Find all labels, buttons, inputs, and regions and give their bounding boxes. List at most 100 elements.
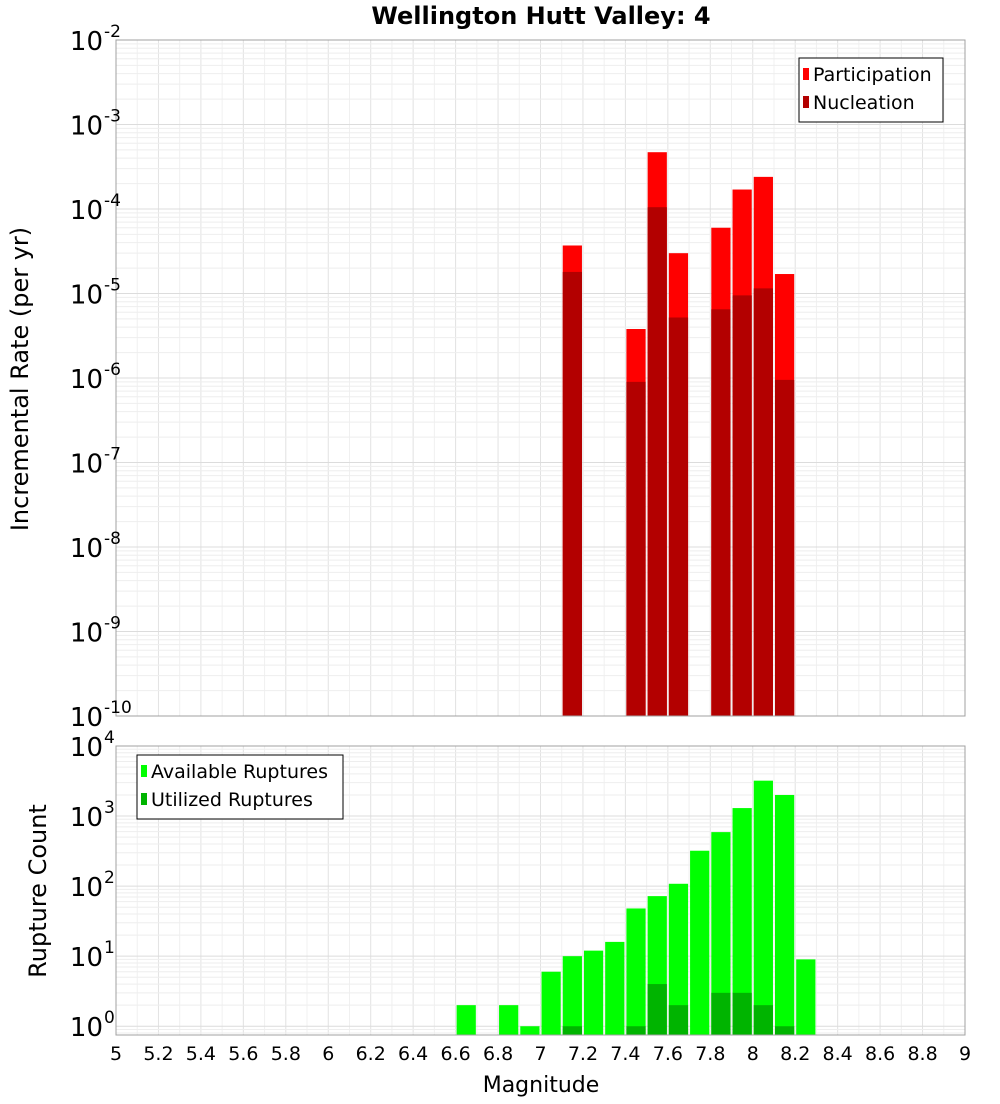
legend: Participation Nucleation: [798, 57, 944, 123]
y-tick-exponent: -10: [104, 698, 132, 718]
bar-available-ruptures: [690, 850, 710, 1035]
legend-swatch: [803, 68, 809, 80]
bar-utilized-ruptures: [626, 1026, 646, 1035]
bar-available-ruptures: [774, 794, 795, 1035]
x-tick-label: 6: [322, 1043, 334, 1065]
y-tick-exponent: -8: [104, 529, 121, 549]
bar-nucleation: [732, 295, 752, 716]
bar-available-ruptures: [499, 1005, 519, 1035]
y-tick-label: 10: [70, 27, 103, 57]
top-panel-y-axis-label: Incremental Rate (per yr): [6, 227, 34, 531]
bar-utilized-ruptures: [753, 1005, 773, 1035]
y-tick-exponent: 2: [104, 868, 115, 888]
y-tick-label: 10: [70, 534, 103, 564]
y-tick-label: 10: [70, 112, 103, 142]
bar-utilized-ruptures: [668, 1005, 689, 1035]
y-tick-label: 10: [70, 703, 103, 733]
bottom-panel-y-axis-label: Rupture Count: [24, 804, 52, 978]
bar-available-ruptures: [626, 908, 646, 1035]
bar-nucleation: [647, 207, 667, 716]
y-tick-exponent: 1: [104, 938, 115, 958]
bar-available-ruptures: [605, 941, 625, 1035]
bar-utilized-ruptures: [774, 1026, 795, 1035]
chart-title: Wellington Hutt Valley: 4: [371, 2, 710, 30]
x-tick-label: 7: [534, 1043, 546, 1065]
x-tick-label: 8.6: [865, 1043, 895, 1065]
x-tick-label: 7.6: [653, 1043, 683, 1065]
y-tick-label: 10: [70, 1013, 103, 1043]
x-tick-label: 9: [959, 1043, 971, 1065]
bar-utilized-ruptures: [647, 984, 667, 1035]
y-tick-label: 10: [70, 365, 103, 395]
bar-available-ruptures: [541, 971, 561, 1035]
x-tick-label: 8: [747, 1043, 759, 1065]
bar-utilized-ruptures: [711, 992, 731, 1035]
legend-swatch: [141, 793, 147, 805]
y-tick-exponent: -9: [104, 614, 121, 634]
x-tick-label: 5.8: [271, 1043, 301, 1065]
x-tick-label: 6.4: [398, 1043, 428, 1065]
bar-nucleation: [626, 381, 646, 716]
x-tick-label: 5: [110, 1043, 122, 1065]
legend-box: [136, 754, 344, 820]
y-tick-exponent: -4: [104, 191, 121, 211]
x-tick-label: 7.2: [568, 1043, 598, 1065]
bar-available-ruptures: [562, 956, 582, 1035]
bar-nucleation: [753, 288, 773, 716]
x-axis-label: Magnitude: [483, 1073, 600, 1098]
x-tick-label: 6.8: [483, 1043, 513, 1065]
bar-nucleation: [668, 317, 689, 716]
legend-label: Utilized Ruptures: [151, 789, 313, 811]
y-tick-exponent: 0: [104, 1008, 115, 1028]
plot-frame: [115, 39, 966, 717]
legend-label: Available Ruptures: [151, 761, 328, 783]
plot-frame: [115, 745, 966, 1036]
x-tick-label: 8.2: [780, 1043, 810, 1065]
y-tick-exponent: -7: [104, 445, 121, 465]
y-tick-label: 10: [70, 281, 103, 311]
y-tick-label: 10: [70, 733, 103, 763]
y-tick-label: 10: [70, 803, 103, 833]
bar-nucleation: [774, 379, 795, 716]
y-tick-label: 10: [70, 196, 103, 226]
x-tick-label: 6.6: [440, 1043, 470, 1065]
bar-available-ruptures: [583, 950, 604, 1035]
y-tick-exponent: -5: [104, 276, 121, 296]
y-tick-label: 10: [70, 943, 103, 973]
y-tick-exponent: 3: [104, 798, 115, 818]
bar-available-ruptures: [732, 808, 752, 1035]
x-axis-ticks: 5 5.2 5.4 5.6 5.8 6 6.2 6.4 6.6 6.8 7 7.2 7.4 7.6 7.8 8…: [110, 1043, 971, 1065]
legend: Available Ruptures Utilized Ruptures: [136, 754, 344, 820]
bar-utilized-ruptures: [732, 992, 752, 1035]
y-tick-label: 10: [70, 450, 103, 480]
bar-available-ruptures: [711, 832, 731, 1035]
bar-available-ruptures: [456, 1005, 476, 1035]
bar-available-ruptures: [520, 1026, 540, 1035]
x-tick-label: 5.2: [143, 1043, 173, 1065]
x-tick-label: 7.4: [610, 1043, 640, 1065]
y-tick-label: 10: [70, 619, 103, 649]
x-tick-label: 7.8: [695, 1043, 725, 1065]
legend-label: Nucleation: [813, 92, 915, 114]
bar-available-ruptures: [668, 883, 689, 1035]
bar-nucleation: [711, 309, 731, 716]
bar-utilized-ruptures: [562, 1026, 582, 1035]
x-tick-label: 8.4: [823, 1043, 853, 1065]
bar-nucleation: [562, 271, 582, 716]
x-tick-label: 8.8: [907, 1043, 937, 1065]
y-tick-exponent: -3: [104, 107, 121, 127]
x-tick-label: 6.2: [356, 1043, 386, 1065]
x-tick-label: 5.6: [228, 1043, 258, 1065]
legend-label: Participation: [813, 64, 932, 86]
y-tick-exponent: -2: [104, 22, 121, 42]
y-tick-label: 10: [70, 873, 103, 903]
legend-box: [798, 57, 944, 123]
y-tick-exponent: -6: [104, 360, 121, 380]
legend-swatch: [803, 96, 809, 108]
x-tick-label: 5.4: [186, 1043, 216, 1065]
y-tick-exponent: 4: [104, 728, 115, 748]
